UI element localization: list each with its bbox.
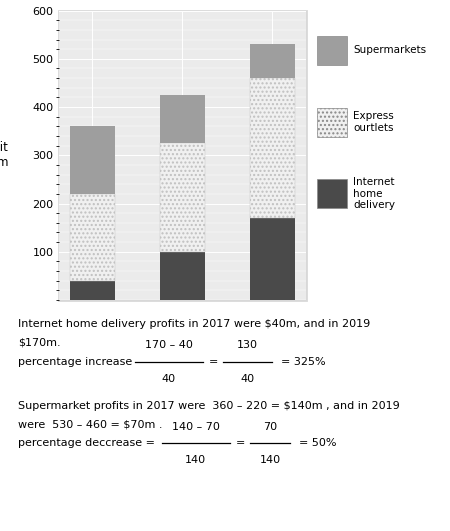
Text: =: = — [209, 357, 219, 367]
Text: Express
ourtlets: Express ourtlets — [353, 112, 394, 133]
Bar — [70, 126, 115, 194]
Text: Supermarket profits in 2017 were  360 – 220 = $140m , and in 2019: Supermarket profits in 2017 were 360 – 2… — [18, 401, 400, 411]
Text: = 50%: = 50% — [299, 439, 337, 448]
Text: $170m.: $170m. — [18, 337, 61, 347]
Y-axis label: Profit
/ $ m: Profit / $ m — [0, 141, 9, 169]
Bar — [250, 218, 295, 300]
Bar — [70, 194, 115, 281]
Text: Internet home delivery profits in 2017 were $40m, and in 2019: Internet home delivery profits in 2017 w… — [18, 319, 370, 329]
Text: were  530 – 460 = $70m .: were 530 – 460 = $70m . — [18, 419, 162, 430]
Text: Supermarkets: Supermarkets — [353, 46, 427, 55]
Text: 140: 140 — [185, 455, 206, 465]
Text: 70: 70 — [263, 422, 277, 432]
Text: = 325%: = 325% — [281, 357, 326, 367]
Text: 170 – 40: 170 – 40 — [145, 340, 193, 350]
Text: 140: 140 — [260, 455, 280, 465]
Bar — [70, 281, 115, 300]
Text: 130: 130 — [237, 340, 258, 350]
Text: 140 – 70: 140 – 70 — [172, 422, 220, 432]
Bar — [250, 45, 295, 78]
Text: Internet
home
delivery: Internet home delivery — [353, 177, 395, 210]
Text: percentage increase: percentage increase — [18, 357, 132, 367]
Text: percentage deccrease =: percentage deccrease = — [18, 439, 155, 448]
Bar — [160, 95, 205, 143]
Text: =: = — [236, 439, 246, 448]
Bar — [160, 252, 205, 300]
Text: 40: 40 — [240, 374, 255, 384]
Bar — [160, 143, 205, 252]
Text: 40: 40 — [162, 374, 176, 384]
Bar — [250, 78, 295, 218]
